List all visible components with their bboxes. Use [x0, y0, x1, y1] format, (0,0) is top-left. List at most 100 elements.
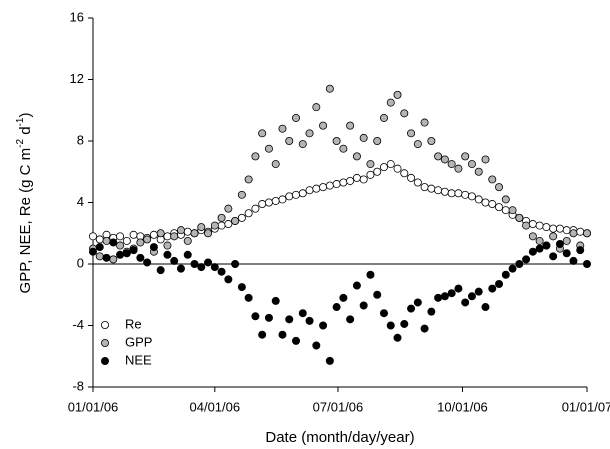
point: [501, 206, 510, 215]
y-label-part: d: [17, 126, 34, 139]
point: [258, 129, 267, 138]
point: [407, 129, 416, 138]
point: [420, 324, 429, 333]
point: [312, 184, 321, 193]
point: [379, 309, 388, 318]
point: [143, 235, 152, 244]
point: [224, 204, 233, 213]
point: [251, 152, 260, 161]
y-tick-label: 16: [70, 9, 84, 24]
point: [298, 140, 307, 149]
point: [393, 164, 402, 173]
legend-marker: [101, 320, 110, 329]
point: [434, 152, 443, 161]
point: [217, 221, 226, 230]
point: [481, 155, 490, 164]
point: [474, 167, 483, 176]
point: [522, 221, 531, 230]
point: [312, 341, 321, 350]
point: [352, 281, 361, 290]
point: [440, 292, 449, 301]
point: [562, 249, 571, 258]
point: [258, 330, 267, 339]
point: [400, 169, 409, 178]
point: [481, 303, 490, 312]
point: [109, 238, 118, 247]
y-tick-label: 0: [77, 255, 84, 270]
point: [156, 229, 165, 238]
point: [467, 160, 476, 169]
point: [346, 315, 355, 324]
point: [359, 133, 368, 142]
point: [488, 175, 497, 184]
y-tick-label: 8: [77, 132, 84, 147]
point: [278, 330, 287, 339]
point: [156, 266, 165, 275]
point: [501, 270, 510, 279]
point: [562, 226, 571, 235]
point: [116, 250, 125, 259]
point: [224, 220, 233, 229]
point: [413, 298, 422, 307]
point: [197, 263, 206, 272]
point: [163, 250, 172, 259]
point: [508, 206, 517, 215]
point: [95, 252, 104, 261]
x-tick-label: 01/01/06: [68, 399, 119, 414]
point: [285, 136, 294, 145]
point: [332, 303, 341, 312]
point: [434, 293, 443, 302]
x-tick-label: 07/01/06: [313, 399, 364, 414]
point: [379, 113, 388, 122]
y-label-part: GPP, NEE, Re (g C m: [17, 148, 34, 294]
point: [508, 264, 517, 273]
point: [136, 238, 145, 247]
point: [292, 190, 301, 199]
point: [495, 203, 504, 212]
point: [576, 227, 585, 236]
point: [197, 223, 206, 232]
point: [231, 259, 240, 268]
point: [258, 200, 267, 209]
point: [549, 224, 558, 233]
point: [583, 259, 592, 268]
point: [454, 164, 463, 173]
x-tick-label: 04/01/06: [190, 399, 241, 414]
point: [332, 136, 341, 145]
point: [176, 226, 185, 235]
point: [210, 221, 219, 230]
point: [386, 98, 395, 107]
point: [251, 204, 260, 213]
point: [224, 275, 233, 284]
x-axis-label: Date (month/day/year): [265, 429, 414, 446]
point: [528, 232, 537, 241]
point: [305, 186, 314, 195]
point: [373, 167, 382, 176]
point: [366, 270, 375, 279]
point: [332, 180, 341, 189]
point: [488, 284, 497, 293]
y-label-part: ): [17, 113, 34, 118]
point: [467, 292, 476, 301]
y-label-part: -1: [15, 117, 26, 126]
point: [555, 224, 564, 233]
point: [204, 229, 213, 238]
y-tick-label: -4: [72, 317, 84, 332]
point: [102, 253, 111, 262]
point: [264, 144, 273, 153]
point: [495, 279, 504, 288]
point: [183, 227, 192, 236]
point: [285, 315, 294, 324]
point: [569, 229, 578, 238]
point: [129, 230, 138, 239]
point: [116, 241, 125, 250]
point: [413, 140, 422, 149]
point: [102, 236, 111, 245]
point: [204, 258, 213, 267]
point: [528, 247, 537, 256]
point: [298, 189, 307, 198]
point: [149, 243, 158, 252]
point: [373, 290, 382, 299]
point: [467, 192, 476, 201]
point: [359, 175, 368, 184]
